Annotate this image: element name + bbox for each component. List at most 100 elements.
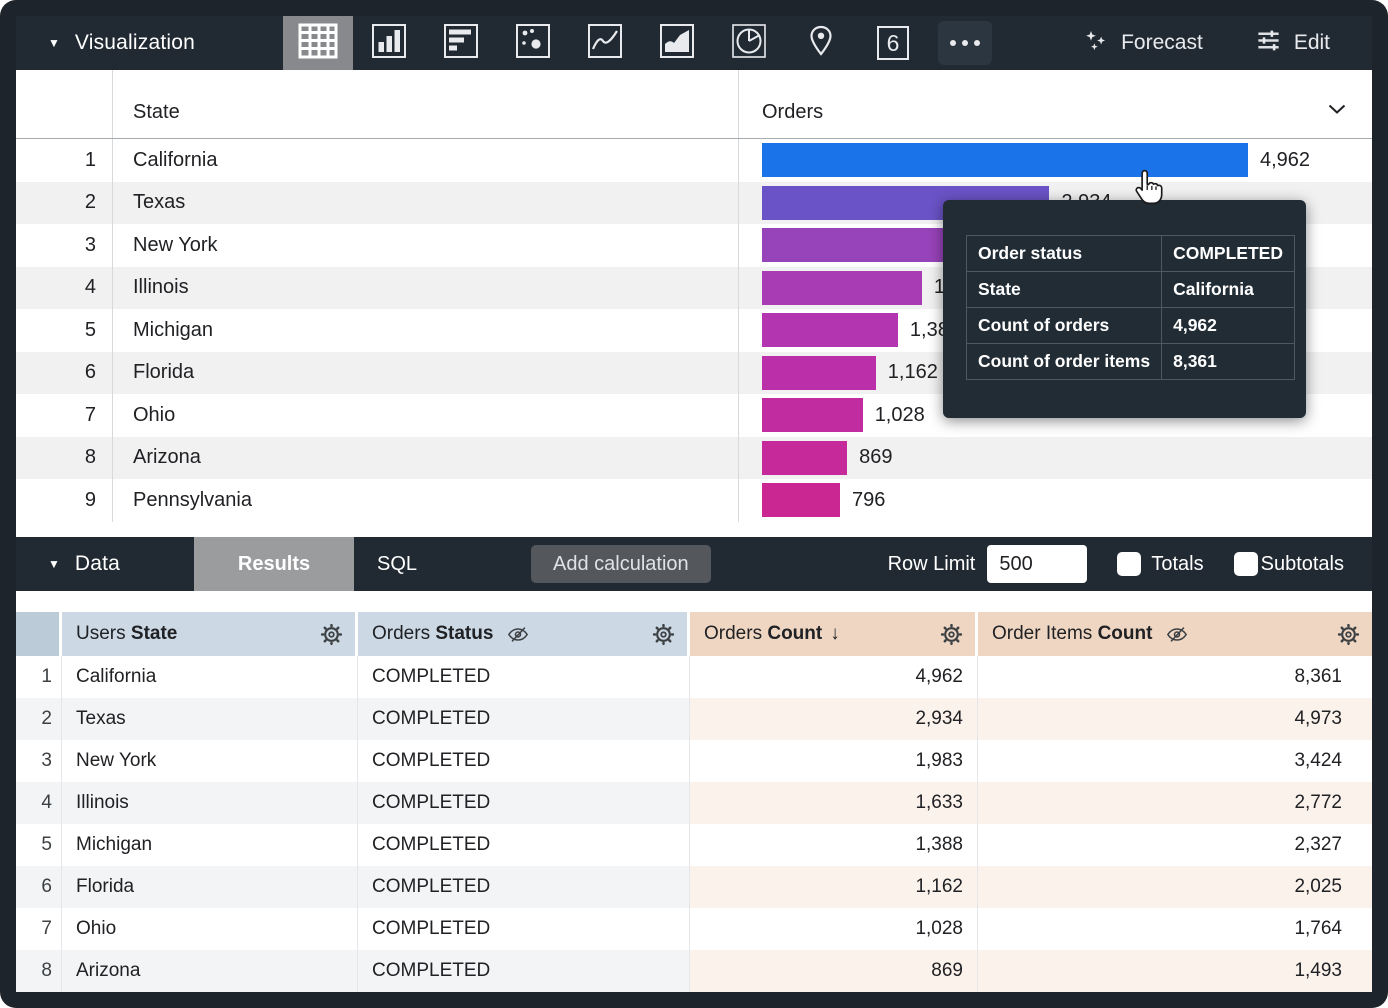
content-area: ▼ Visualization [16,16,1372,992]
gear-icon[interactable] [652,623,675,646]
tooltip-table: Order status COMPLETED State California Coun… [965,235,1295,380]
orders-count-cell[interactable]: 1,162 [690,866,978,908]
viz-table-row: 7 Ohio 1,028 [16,394,1372,437]
tab-results[interactable]: Results [194,537,354,591]
data-row-number: 5 [16,824,62,866]
orders-status-cell[interactable]: COMPLETED [358,782,690,824]
data-row-number: 7 [16,908,62,950]
gear-icon[interactable] [940,623,963,646]
users-state-cell[interactable]: New York [62,740,358,782]
order-items-count-cell[interactable]: 4,973 [978,698,1372,740]
data-section-toggle[interactable]: ▼ Data [16,552,194,576]
viz-state-cell: Texas [112,181,738,224]
viz-table-row: 8 Arizona 869 [16,436,1372,479]
users-state-cell[interactable]: Texas [62,698,358,740]
orders-count-cell[interactable]: 4,962 [690,656,978,698]
viz-type-line-chart-button[interactable] [569,16,641,70]
tooltip-field-value: 8,361 [1161,343,1295,380]
data-row-number: 6 [16,866,62,908]
orders-status-cell[interactable]: COMPLETED [358,908,690,950]
viz-orders-column-header[interactable]: Orders [738,70,1372,138]
orders-count-cell[interactable]: 2,934 [690,698,978,740]
order-count-bar[interactable] [762,228,957,263]
row-limit-input[interactable] [987,545,1088,583]
users-state-cell[interactable]: Arizona [62,950,358,992]
viz-type-pie-chart-button[interactable] [713,16,785,70]
orders-status-cell[interactable]: COMPLETED [358,656,690,698]
order-count-bar[interactable] [762,313,898,348]
data-row-number: 2 [16,698,62,740]
viz-type-table-button[interactable] [283,16,353,70]
order-items-count-cell[interactable]: 3,424 [1294,750,1342,771]
orders-status-cell[interactable]: COMPLETED [358,824,690,866]
viz-row-number: 1 [84,148,96,171]
users-state-cell[interactable]: Michigan [62,824,358,866]
viz-state-column-header[interactable]: State [112,70,738,138]
viz-table-header: State Orders [16,70,1372,139]
order-count-bar[interactable] [762,143,1248,178]
forecast-button[interactable]: Forecast [1082,27,1203,60]
visualization-section-toggle[interactable]: ▼ Visualization [16,31,283,55]
orders-status-cell[interactable]: COMPLETED [358,698,690,740]
column-header-orders-status[interactable]: Orders Status [358,612,690,656]
add-calculation-button[interactable]: Add calculation [531,545,711,583]
column-header-users-state[interactable]: Users State [62,612,358,656]
order-items-count-cell[interactable]: 2,772 [978,782,1372,824]
viz-row-number: 9 [84,488,96,511]
tooltip-row: Count of orders 4,962 [965,307,1295,344]
tab-sql[interactable]: SQL [354,537,440,591]
viz-type-bar-chart-button[interactable] [425,16,497,70]
column-header-label: Orders Count ↓ [704,623,840,644]
column-header-order-items-count[interactable]: Order Items Count [978,612,1372,656]
edit-button[interactable]: Edit [1255,27,1330,60]
data-table-row: 5 Michigan COMPLETED 1,388 2,327 [16,824,1372,866]
orders-header-label: Orders [762,101,824,123]
viz-type-map-button[interactable] [785,16,857,70]
orders-count-cell[interactable]: 1,028 [690,908,978,950]
column-header-label: Users State [76,623,178,644]
order-items-count-cell[interactable]: 1,764 [1294,918,1342,939]
order-items-count-cell[interactable]: 2,327 [1294,834,1342,855]
orders-status-cell[interactable]: COMPLETED [358,740,690,782]
totals-toggle[interactable]: Totals [1117,552,1204,576]
column-chart-icon [371,23,407,64]
order-count-bar[interactable] [762,398,863,433]
tooltip-field-label: State [965,271,1163,308]
add-calculation-label: Add calculation [553,552,689,575]
order-count-bar[interactable] [762,440,848,475]
viz-type-area-chart-button[interactable] [641,16,713,70]
gear-icon[interactable] [320,623,343,646]
order-items-count-cell[interactable]: 1,493 [978,950,1372,992]
orders-count-cell[interactable]: 1,388 [690,824,978,866]
users-state-cell[interactable]: Florida [62,866,358,908]
order-count-bar[interactable] [762,270,922,305]
subtotals-toggle[interactable]: Subtotals [1233,552,1344,576]
order-items-count-cell[interactable]: 2,025 [978,866,1372,908]
users-state-cell[interactable]: Illinois [62,782,358,824]
orders-count-cell[interactable]: 1,633 [690,782,978,824]
users-state-cell[interactable]: Ohio [62,908,358,950]
viz-state-cell: Florida [112,351,738,394]
subtotals-checkbox[interactable] [1233,552,1258,576]
orders-status-cell[interactable]: COMPLETED [358,866,690,908]
tooltip-row: Count of order items 8,361 [965,343,1295,380]
users-state-cell[interactable]: California [62,656,358,698]
tooltip-field-label: Count of order items [965,343,1163,380]
viz-type-column-chart-button[interactable] [353,16,425,70]
bar-value-label: 796 [852,488,886,511]
viz-state-cell: Michigan [112,309,738,352]
column-header-orders-count[interactable]: Orders Count ↓ [690,612,978,656]
order-items-count-cell[interactable]: 8,361 [1294,666,1342,687]
totals-checkbox[interactable] [1117,552,1142,576]
viz-type-more-button[interactable] [929,16,1001,70]
chevron-down-icon[interactable] [1328,97,1346,120]
order-count-bar[interactable] [762,355,876,390]
row-limit-label: Row Limit [887,552,976,575]
orders-status-cell[interactable]: COMPLETED [358,950,690,992]
orders-count-cell[interactable]: 1,983 [690,740,978,782]
order-count-bar[interactable] [762,483,840,518]
viz-type-single-value-button[interactable]: 6 [857,16,929,70]
viz-type-scatter-button[interactable] [497,16,569,70]
gear-icon[interactable] [1337,623,1360,646]
orders-count-cell[interactable]: 869 [690,950,978,992]
